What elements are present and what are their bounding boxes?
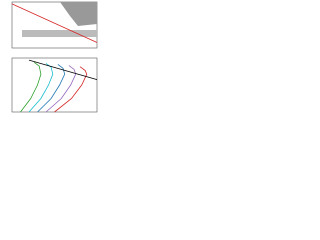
shaded-band bbox=[22, 30, 97, 37]
plot-frame bbox=[11, 57, 98, 113]
line bbox=[28, 59, 98, 80]
line bbox=[54, 66, 88, 113]
shaded-region bbox=[60, 2, 97, 26]
figure bbox=[11, 1, 98, 113]
line bbox=[45, 65, 77, 113]
line bbox=[20, 61, 42, 113]
line bbox=[11, 3, 98, 43]
line bbox=[37, 64, 66, 113]
